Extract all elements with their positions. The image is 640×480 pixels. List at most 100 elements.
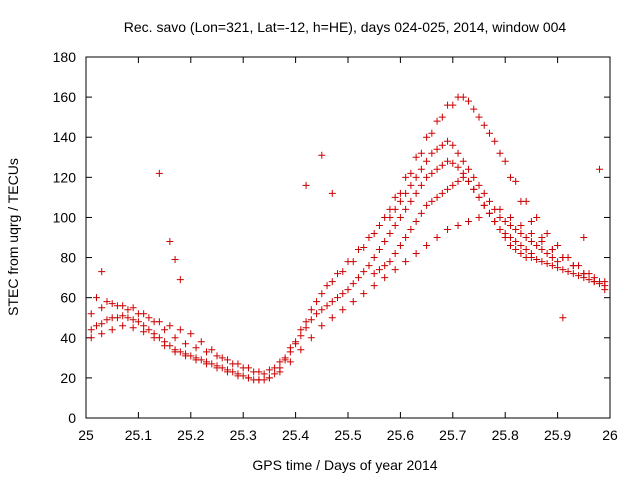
data-point-track-5 bbox=[485, 209, 493, 217]
data-point-track-1 bbox=[334, 294, 342, 302]
data-point-track-5 bbox=[381, 262, 389, 270]
data-point-track-6 bbox=[533, 242, 541, 250]
data-point-track-2 bbox=[328, 278, 336, 286]
data-point-track-4 bbox=[108, 326, 116, 334]
data-point-track-3 bbox=[438, 113, 446, 121]
chart-title: Rec. savo (Lon=321, Lat=-12, h=HE), days… bbox=[124, 19, 567, 35]
data-point-track-1 bbox=[585, 276, 593, 284]
data-point-track-1 bbox=[564, 268, 572, 276]
x-axis-label: GPS time / Days of year 2014 bbox=[252, 457, 437, 473]
y-tick-label: 0 bbox=[68, 410, 76, 426]
data-point-outliers bbox=[328, 189, 336, 197]
data-point-track-5 bbox=[428, 197, 436, 205]
data-point-track-4 bbox=[506, 213, 514, 221]
data-point-track-1 bbox=[328, 298, 336, 306]
data-point-track-2 bbox=[192, 344, 200, 352]
data-point-track-3 bbox=[313, 298, 321, 306]
data-point-track-2 bbox=[601, 286, 609, 294]
data-point-track-2 bbox=[265, 366, 273, 374]
data-point-track-3 bbox=[375, 221, 383, 229]
data-point-track-1 bbox=[354, 274, 362, 282]
data-point-track-4 bbox=[444, 225, 452, 233]
data-point-track-2 bbox=[286, 344, 294, 352]
data-point-track-5 bbox=[444, 185, 452, 193]
data-point-track-2 bbox=[276, 358, 284, 366]
data-point-track-1 bbox=[323, 302, 331, 310]
data-point-track-4 bbox=[150, 334, 158, 342]
data-point-track-4 bbox=[318, 322, 326, 330]
data-point-track-4 bbox=[276, 368, 284, 376]
data-point-track-1 bbox=[370, 254, 378, 262]
y-tick-label: 40 bbox=[60, 330, 76, 346]
x-tick-label: 25.2 bbox=[177, 427, 204, 443]
data-point-track-2 bbox=[339, 268, 347, 276]
data-point-track-6 bbox=[538, 246, 546, 254]
data-point-track-3 bbox=[480, 121, 488, 129]
x-tick-label: 25.8 bbox=[492, 427, 519, 443]
data-point-track-3 bbox=[470, 105, 478, 113]
data-point-track-3 bbox=[134, 310, 142, 318]
data-point-track-1 bbox=[423, 173, 431, 181]
data-point-track-1 bbox=[271, 370, 279, 378]
data-point-track-3 bbox=[292, 338, 300, 346]
data-point-track-3 bbox=[428, 129, 436, 137]
data-point-track-1 bbox=[417, 181, 425, 189]
data-point-track-6 bbox=[548, 254, 556, 262]
data-point-track-6 bbox=[485, 197, 493, 205]
x-tick-label: 25.6 bbox=[387, 427, 414, 443]
x-tick-label: 25.3 bbox=[230, 427, 257, 443]
data-point-track-3 bbox=[281, 354, 289, 362]
data-point-track-2 bbox=[98, 304, 106, 312]
data-point-track-3 bbox=[239, 364, 247, 372]
data-point-track-1 bbox=[454, 163, 462, 171]
data-point-track-6 bbox=[527, 238, 535, 246]
data-point-track-2 bbox=[527, 217, 535, 225]
data-point-track-3 bbox=[260, 370, 268, 378]
data-point-track-4 bbox=[234, 372, 242, 380]
data-point-track-3 bbox=[417, 149, 425, 157]
data-point-track-6 bbox=[506, 221, 514, 229]
data-point-track-2 bbox=[465, 97, 473, 105]
data-point-track-4 bbox=[203, 360, 211, 368]
data-point-track-1 bbox=[307, 316, 315, 324]
data-point-track-1 bbox=[140, 322, 148, 330]
data-point-track-1 bbox=[433, 165, 441, 173]
data-point-track-6 bbox=[407, 181, 415, 189]
data-point-track-4 bbox=[244, 374, 252, 382]
data-point-track-5 bbox=[506, 234, 514, 241]
data-point-track-1 bbox=[538, 258, 546, 266]
y-axis-label: STEC from uqrg / TECUs bbox=[5, 158, 21, 316]
data-point-track-5 bbox=[438, 189, 446, 197]
data-point-track-6 bbox=[554, 258, 562, 266]
data-point-track-5 bbox=[501, 229, 509, 237]
data-point-track-4 bbox=[265, 374, 273, 382]
data-point-track-6 bbox=[433, 145, 441, 153]
data-point-track-3 bbox=[323, 282, 331, 290]
data-point-track-6 bbox=[402, 189, 410, 197]
data-point-track-3 bbox=[250, 368, 258, 376]
data-point-outliers bbox=[155, 169, 163, 177]
data-point-track-1 bbox=[449, 159, 457, 167]
data-point-track-4 bbox=[223, 368, 231, 376]
data-point-track-6 bbox=[465, 165, 473, 173]
data-point-outliers bbox=[302, 181, 310, 189]
data-point-track-4 bbox=[527, 229, 535, 237]
y-tick-label: 20 bbox=[60, 370, 76, 386]
data-point-track-4 bbox=[433, 234, 441, 241]
data-point-outliers bbox=[318, 151, 326, 159]
data-point-track-2 bbox=[402, 173, 410, 181]
data-point-track-1 bbox=[402, 205, 410, 213]
data-point-track-5 bbox=[496, 225, 504, 233]
data-point-track-2 bbox=[433, 117, 441, 125]
data-point-track-3 bbox=[229, 360, 237, 368]
data-point-track-5 bbox=[391, 250, 399, 258]
data-point-track-6 bbox=[423, 157, 431, 165]
data-point-track-6 bbox=[491, 205, 499, 213]
data-point-track-3 bbox=[166, 322, 174, 330]
data-point-track-5 bbox=[454, 177, 462, 185]
data-point-track-4 bbox=[192, 356, 200, 364]
data-point-track-3 bbox=[522, 197, 530, 205]
y-tick-label: 60 bbox=[60, 290, 76, 306]
data-point-track-4 bbox=[454, 221, 462, 229]
data-point-track-6 bbox=[459, 157, 467, 165]
